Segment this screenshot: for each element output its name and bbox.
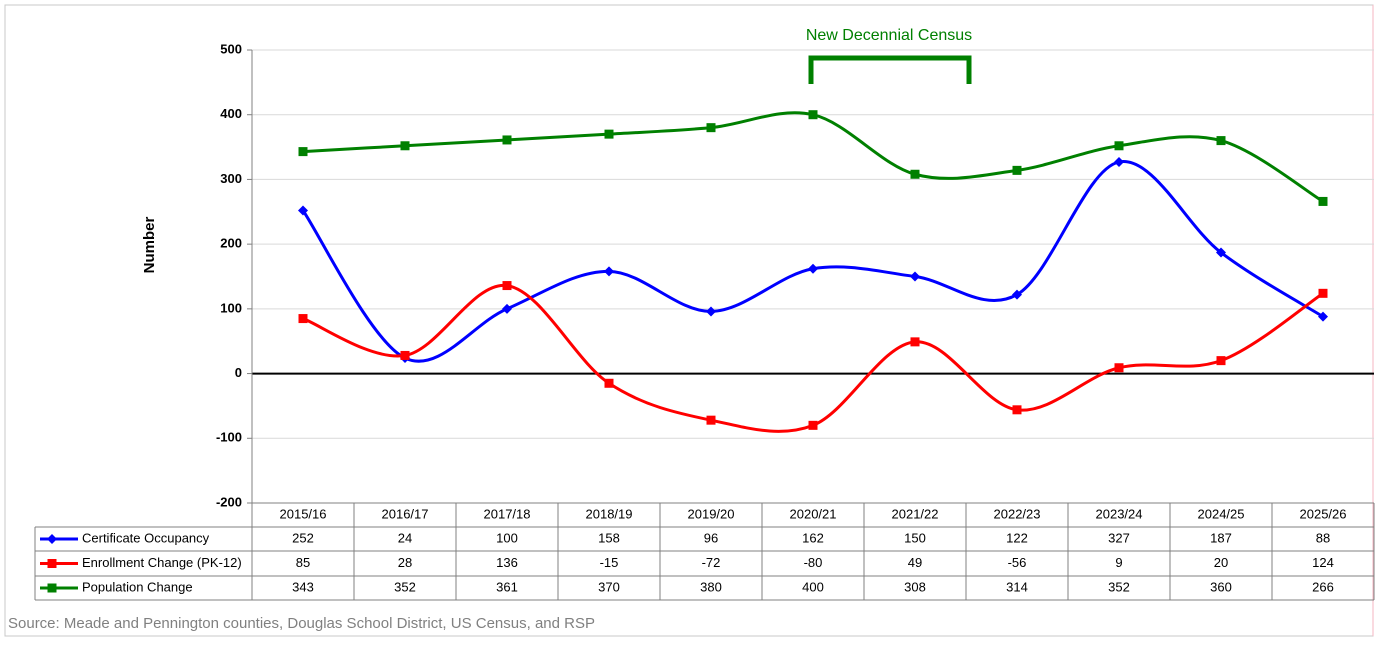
source: Source: Meade and Pennington counties, D… — [8, 615, 595, 632]
legend-label: Population Change — [82, 579, 193, 594]
point — [1318, 288, 1328, 298]
point — [1216, 136, 1226, 146]
point — [604, 266, 614, 277]
table-value: 88 — [1316, 530, 1330, 545]
frame — [4, 4, 1374, 637]
y-tick-label: -200 — [216, 494, 242, 509]
x-tick-label: 2018/19 — [586, 506, 633, 521]
y-tick-label: 500 — [220, 41, 242, 56]
point — [910, 169, 920, 179]
table-value: -15 — [600, 555, 619, 570]
point — [808, 420, 818, 430]
x-tick-label: 2021/22 — [892, 506, 939, 521]
point — [706, 123, 716, 133]
table-value: 20 — [1214, 555, 1228, 570]
point — [502, 303, 512, 314]
point — [706, 306, 716, 317]
x-tick-label: 2023/24 — [1096, 506, 1143, 521]
series-line — [302, 284, 1324, 433]
table-value: 252 — [292, 530, 314, 545]
x-tick-label: 2016/17 — [382, 506, 429, 521]
point — [1012, 405, 1022, 415]
point — [604, 378, 614, 388]
point — [1318, 311, 1328, 322]
y-tick-label: 100 — [220, 300, 242, 315]
y-tick-label: -100 — [216, 430, 242, 445]
x-tick-label: 2017/18 — [484, 506, 531, 521]
point — [1216, 356, 1226, 366]
series-line — [302, 111, 1324, 203]
table-value: 9 — [1115, 555, 1122, 570]
point — [1114, 363, 1124, 373]
legend-marker — [47, 559, 57, 568]
table-value: 150 — [904, 530, 926, 545]
table-value: 343 — [292, 579, 314, 594]
legend-marker — [47, 534, 57, 544]
legend-label: Enrollment Change (PK-12) — [82, 555, 242, 570]
point — [1318, 196, 1328, 206]
point — [502, 135, 512, 145]
table-value: 85 — [296, 555, 310, 570]
annotation-bracket — [808, 55, 972, 84]
point — [910, 337, 920, 347]
table-value: 380 — [700, 579, 722, 594]
table-value: 187 — [1210, 530, 1232, 545]
annotation: New Decennial Census — [806, 27, 972, 44]
table-value: 352 — [1108, 579, 1130, 594]
point — [400, 141, 410, 151]
point — [298, 147, 308, 157]
legend-marker — [47, 583, 57, 593]
x-tick-label: 2020/21 — [790, 506, 837, 521]
table-value: 28 — [398, 555, 412, 570]
table-value: 158 — [598, 530, 620, 545]
table-value: 314 — [1006, 579, 1028, 594]
table-value: 360 — [1210, 579, 1232, 594]
table-value: 327 — [1108, 530, 1130, 545]
table-value: 162 — [802, 530, 824, 545]
point — [808, 263, 818, 274]
x-tick-label: 2019/20 — [688, 506, 735, 521]
table-value: 49 — [908, 555, 922, 570]
table-value: -80 — [804, 555, 823, 570]
legend-label: Certificate Occupancy — [82, 530, 210, 545]
point — [400, 350, 410, 360]
y-tick-label: 300 — [220, 171, 242, 186]
y-tick-label: 400 — [220, 106, 242, 121]
point — [808, 110, 818, 120]
point — [1012, 289, 1022, 300]
y-tick-label: 0 — [235, 365, 242, 380]
table-value: 370 — [598, 579, 620, 594]
x-tick-label: 2022/23 — [994, 506, 1041, 521]
table-value: 122 — [1006, 530, 1028, 545]
y-tick-label: 200 — [220, 236, 242, 251]
point — [1216, 247, 1226, 258]
point — [1012, 165, 1022, 175]
x-tick-label: 2015/16 — [280, 506, 327, 521]
table-value: 124 — [1312, 555, 1334, 570]
point — [298, 205, 308, 216]
table-value: 100 — [496, 530, 518, 545]
table-value: 96 — [704, 530, 718, 545]
point — [502, 281, 512, 291]
x-tick-label: 2024/25 — [1198, 506, 1245, 521]
point — [604, 129, 614, 139]
y-axis-label: Number — [141, 217, 158, 274]
point — [1114, 156, 1124, 167]
table-value: 361 — [496, 579, 518, 594]
table-value: 400 — [802, 579, 824, 594]
table-value: 352 — [394, 579, 416, 594]
series-line — [301, 160, 1324, 363]
table-value: -72 — [702, 555, 721, 570]
table-value: 308 — [904, 579, 926, 594]
point — [910, 271, 920, 282]
table-value: 136 — [496, 555, 518, 570]
x-tick-label: 2025/26 — [1300, 506, 1347, 521]
point — [298, 314, 308, 324]
point — [1114, 141, 1124, 151]
table-value: 24 — [398, 530, 412, 545]
table-value: 266 — [1312, 579, 1334, 594]
point — [706, 415, 716, 425]
table-value: -56 — [1008, 555, 1027, 570]
